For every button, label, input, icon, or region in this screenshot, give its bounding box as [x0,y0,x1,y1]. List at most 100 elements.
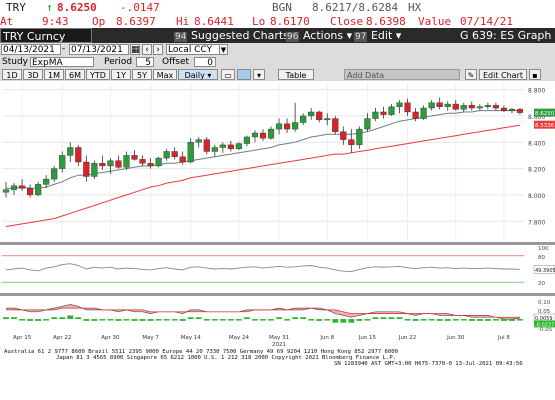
low-value: 8.6170 [270,15,310,28]
rsi-last-tag [533,265,555,274]
panel-separator [0,242,555,245]
candle-body [412,111,419,119]
macd-hist-bar [356,319,363,321]
high-value: 8.6441 [194,15,234,28]
chart-style-icon[interactable] [237,69,251,80]
candle-body [275,123,283,130]
draw-tools-icon[interactable]: ▾ [253,69,265,80]
macd-hist-bar [332,319,339,323]
security-field[interactable]: TRY Curncy [0,28,92,43]
add-data-input[interactable]: Add Data [344,69,460,80]
macd-hist-bar [179,319,186,321]
function-title: G 639: ES Graph [460,28,555,43]
period-button-max[interactable]: Max [153,69,177,80]
offset-input[interactable]: 0 [194,57,216,68]
period-button-1y[interactable]: 1Y [111,69,131,80]
rsi-panel-bg [0,247,524,291]
period-button-6m[interactable]: 6M [65,69,85,80]
chevron-down-icon[interactable]: ▼ [219,44,228,55]
macd-hist-bar [19,319,25,321]
period-button-5y[interactable]: 5Y [132,69,152,80]
study-row: Study ExpMA Period 5 Offset 0 [0,56,555,68]
at-label: At [0,15,14,28]
study-select[interactable]: ExpMA [30,57,94,68]
net-change: -.0147 [120,1,160,14]
macd-tick-label: 0.05 [538,309,551,315]
up-arrow-icon: ↑ [46,1,53,14]
chart-area: 8.800 8.600 8.400 8.200 8.000 7.800 8.6250 8.53… [0,81,555,400]
candle-body [516,109,524,113]
currency-text: Local CCY [168,45,213,55]
candle-body [43,178,50,185]
candle-body [404,102,411,113]
line-style-icon[interactable]: ▭ [221,69,235,80]
macd-tick-label: -0.05 [538,327,553,333]
period-button-3d[interactable]: 3D [23,69,43,80]
macd-hist-bar [75,317,82,320]
candle-body [284,123,291,130]
hist-last-tag [534,320,555,328]
candle-body [147,163,154,167]
period-button-ytd[interactable]: YTD [86,69,110,80]
macd-hist-bar [428,319,435,321]
footer-line-1: Australia 61 2 9777 8600 Brazil 5511 239… [4,349,398,355]
macd-hist-bar [460,319,467,321]
x-tick-label: Jun 8 [319,335,334,341]
macd-hist-bar [99,319,106,321]
x-tick-label: May 24 [229,335,250,341]
chevron-left-icon[interactable]: ‹ [142,44,152,55]
period-input[interactable]: 5 [136,57,154,68]
footer-line-3: SN 1283940 AST GMT+3:00 H675-7370-0 13-J… [334,361,523,367]
macd-hist-bar [227,319,234,321]
macd-hist-bar [163,319,170,321]
candle-body [155,157,162,167]
time-value: 9:43 [42,15,69,28]
table-button[interactable]: Table [278,69,314,80]
candle-body [99,163,106,167]
price-tick-label: 7.800 [528,219,545,226]
macd-hist-bar [187,317,194,320]
rsi-tick-label: 80 [538,255,545,261]
macd-hist-bar [388,317,395,320]
more-icon[interactable]: ▪ [529,69,541,80]
long-ma-tag-label: 8.5336 [535,123,555,129]
gear-icon[interactable]: ✎ [465,69,477,80]
currency-select[interactable]: Local CCY [166,44,220,55]
period-button-1d[interactable]: 1D [2,69,22,80]
candle-body [203,139,210,152]
x-tick-label: May 7 [142,335,159,341]
macd-hist-bar [147,319,154,321]
frequency-select[interactable]: Daily ▾ [178,69,218,80]
candle-body [324,118,331,121]
macd-hist-bar [236,319,242,321]
edit-chart-button[interactable]: Edit Chart [479,69,527,80]
period-button-1m[interactable]: 1M [44,69,64,80]
price-tick-label: 8.800 [528,88,545,95]
toolbar: TRY Curncy 94 Suggested Charts 96 Action… [0,28,555,43]
value-date: 07/14/21 [460,15,513,28]
actions-button[interactable]: 96 Actions ▾ [286,28,352,43]
study-value: ExpMA [32,58,63,68]
macd-hist-bar [11,317,17,320]
bid-ask: 8.6217/8.6284 [312,1,399,14]
macd-hist-bar [364,319,371,321]
edit-button[interactable]: 97 Edit ▾ [354,28,406,43]
candle-body [364,118,371,130]
chevron-right-icon[interactable]: › [153,44,163,55]
rsi-tick-label: 20 [538,281,545,287]
macd-hist-bar [308,319,315,321]
macd-hist-bar [412,319,419,321]
candle-body [211,147,218,152]
macd-hist-bar [67,315,74,320]
calendar-icon[interactable]: ▦ [130,44,140,55]
end-date-input[interactable]: 07/13/2021 [69,44,129,55]
macd-hist-bar [211,319,218,321]
macd-hist-bar [436,319,443,321]
macd-hist-bar [35,319,42,321]
candle-body [179,156,186,163]
macd-signal-line [6,307,520,318]
start-date-input[interactable]: 04/13/2021 [1,44,61,55]
x-tick-label: Apr 15 [13,335,32,341]
candle-body [243,136,251,144]
suggested-charts-button[interactable]: 94 Suggested Charts [174,28,289,43]
